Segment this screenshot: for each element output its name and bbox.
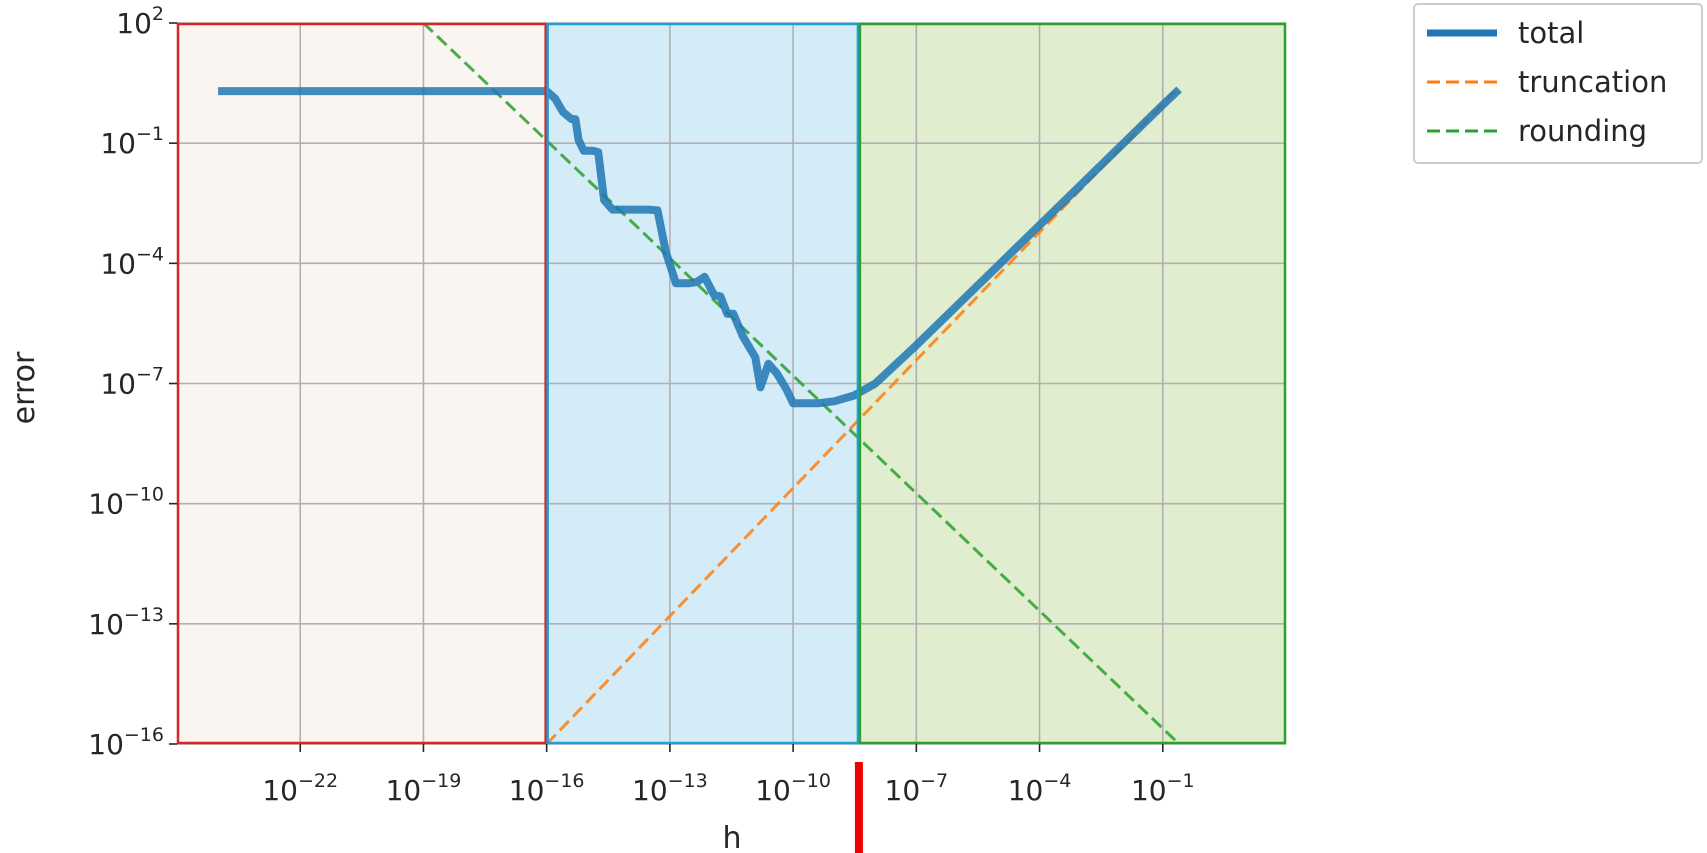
y-axis-label: error [7,351,42,424]
y-tick-label: 10−10 [88,484,164,521]
x-tick-label: 10−7 [885,770,949,807]
y-tick-label: 10−13 [88,604,164,641]
series-rounding-line [422,23,1181,744]
y-tick-label: 10−7 [100,364,164,401]
legend-rounding-label: rounding [1518,114,1647,148]
x-tick-label: 10−1 [1131,770,1195,807]
region-3-border [858,22,1287,745]
x-tick-label: 10−19 [386,770,462,807]
x-tick-label: 10−10 [755,770,831,807]
x-tick-label: 10−13 [632,770,708,807]
series-total-line [218,86,1182,408]
h-marker-bar [854,762,863,853]
legend-box [1413,3,1703,164]
y-tick-label: 10−4 [100,243,164,280]
region-2-border [546,22,860,745]
y-tick-label: 102 [116,3,164,40]
y-tick-label: 10−1 [100,123,164,160]
axis-ticks: 10−22 10−19 10−16 10−13 10−10 10−7 10−4 10−1 102… [88,3,1194,807]
region-1-border [176,22,547,745]
region-borders [176,22,1287,745]
legend: total truncation rounding [1413,3,1703,164]
x-tick-label: 10−16 [509,770,585,807]
legend-total-label: total [1518,16,1584,50]
x-tick-label: 10−22 [262,770,338,807]
plot-series [218,23,1182,744]
x-axis-label: h [722,821,741,853]
y-tick-label: 10−16 [88,724,164,761]
legend-truncation-label: truncation [1518,65,1667,99]
h-marker [854,762,863,853]
x-tick-label: 10−4 [1008,770,1072,807]
